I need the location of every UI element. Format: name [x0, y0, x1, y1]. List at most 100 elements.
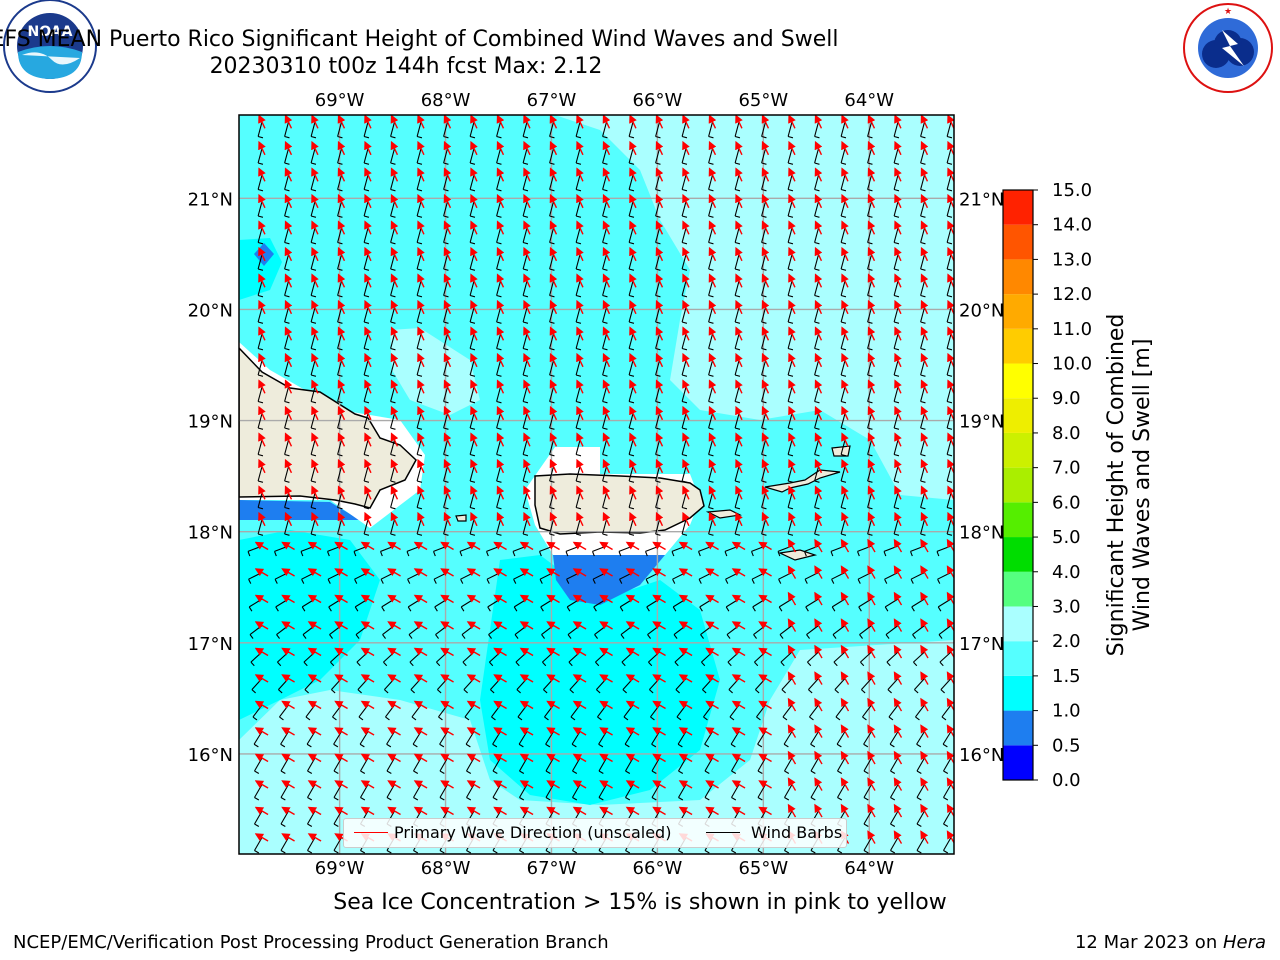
wind-barb-flag-561 — [807, 661, 812, 667]
wave-direction-arrow-463 — [360, 568, 375, 577]
wind-barb-27 — [257, 148, 263, 164]
wind-barb-250 — [443, 360, 449, 376]
wind-barb-186 — [893, 280, 899, 296]
wind-barb-79 — [920, 174, 926, 190]
wave-direction-arrow-368 — [708, 458, 717, 474]
wind-barb-22 — [840, 121, 846, 137]
footer-date: 12 Mar 2023 on Hera — [1075, 932, 1266, 953]
wind-barb-192 — [337, 307, 343, 323]
wind-barb-flag-324 — [257, 453, 264, 457]
wind-barb-401 — [867, 492, 873, 508]
wind-barb-214 — [920, 307, 926, 323]
wind-barb-flag-446 — [618, 551, 622, 557]
wind-barb-flag-346 — [840, 453, 847, 457]
wind-barb-169 — [443, 280, 449, 296]
wind-barb-flag-482 — [857, 578, 861, 584]
wind-barb-78 — [893, 174, 899, 190]
colorbar-tick-label-15: 13.0 — [1052, 249, 1092, 270]
wind-barb-flag-511 — [911, 606, 915, 612]
wave-direction-arrow-377 — [947, 458, 954, 474]
wind-barb-flag-192 — [337, 321, 343, 324]
wind-barb-flag-540 — [250, 661, 255, 667]
wind-barb-flag-35 — [469, 162, 476, 165]
wind-barb-flag-563 — [860, 661, 865, 667]
wind-barb-flag-139 — [363, 268, 370, 271]
wind-barb-4 — [363, 121, 369, 137]
wind-barb-304 — [443, 413, 449, 429]
wind-barb-315 — [734, 413, 740, 429]
wave-direction-arrow-122 — [629, 220, 637, 235]
wave-direction-arrow-425 — [788, 511, 796, 527]
wind-barb-43 — [681, 148, 687, 164]
wave-direction-arrow-435 — [334, 541, 348, 551]
wind-barb-418 — [602, 519, 608, 535]
wave-direction-arrow-587 — [787, 671, 797, 685]
wind-barb-28 — [284, 148, 290, 164]
wind-barb-69 — [655, 174, 661, 190]
wave-direction-arrow-410 — [390, 511, 399, 527]
wind-barb-flag-456 — [883, 551, 887, 557]
wind-barb-flag-275 — [390, 400, 396, 404]
wave-direction-arrow-379 — [284, 485, 293, 500]
wind-barb-flag-82 — [284, 215, 290, 218]
wind-barb-193 — [363, 307, 369, 323]
wind-barb-flag-564 — [886, 661, 891, 667]
wind-barb-flag-124 — [681, 241, 688, 245]
wind-barb-1 — [284, 121, 290, 137]
wave-direction-arrow-72 — [735, 167, 743, 182]
wind-barb-flag-219 — [337, 347, 343, 351]
wind-barb-165 — [337, 280, 343, 296]
wind-barb-flag-548 — [462, 661, 467, 667]
wind-barb-55 — [284, 174, 290, 190]
wind-barb-flag-76 — [840, 188, 847, 192]
wind-barb-flag-364 — [602, 480, 608, 483]
wind-barb-flag-2 — [310, 135, 317, 139]
wave-direction-arrow-418 — [602, 511, 611, 527]
wind-barb-46 — [761, 148, 767, 164]
wave-direction-arrow-508 — [840, 591, 850, 606]
wind-barb-387 — [496, 492, 502, 508]
wind-barb-flag-207 — [734, 321, 741, 324]
wind-barb-91 — [522, 201, 528, 217]
wind-barb-flag-373 — [840, 480, 847, 483]
wind-barb-flag-114 — [416, 241, 423, 245]
wave-direction-arrow-451 — [758, 541, 772, 551]
wave-direction-arrow-411 — [417, 511, 425, 527]
wind-barb-339 — [655, 439, 661, 455]
colorbar-tick-label-0: 0.0 — [1052, 770, 1081, 791]
wind-barb-flag-142 — [443, 268, 449, 271]
wave-direction-arrow-291 — [814, 379, 823, 394]
wind-barb-flag-481 — [831, 578, 835, 584]
wave-direction-arrow-270 — [258, 379, 266, 394]
wind-barb-9 — [496, 121, 502, 137]
wave-direction-arrow-119 — [549, 220, 558, 235]
wind-barb-flag-332 — [469, 453, 476, 457]
wind-barb-171 — [496, 280, 502, 296]
wind-barb-flag-528 — [647, 634, 651, 639]
wave-direction-arrow-207 — [735, 299, 743, 315]
wave-direction-arrow-121 — [602, 220, 611, 235]
wave-direction-arrow-332 — [470, 432, 478, 447]
wave-direction-arrow-442 — [519, 541, 534, 551]
wind-barb-290 — [787, 386, 793, 402]
wind-barb-flag-253 — [522, 374, 529, 377]
wave-direction-arrow-171 — [496, 273, 505, 288]
wind-barb-41 — [628, 148, 634, 164]
lat-tick-right-1: 20°N — [959, 300, 1004, 321]
wave-direction-arrow-584 — [705, 674, 719, 683]
wind-barb-175 — [602, 280, 608, 296]
wind-barb-flag-231 — [655, 347, 661, 351]
wave-direction-arrow-412 — [443, 511, 452, 527]
wind-barb-flag-543 — [330, 661, 335, 667]
wind-barb-flag-80 — [946, 188, 953, 192]
wind-barb-411 — [416, 519, 422, 535]
wind-barb-133 — [920, 227, 926, 243]
wind-barb-39 — [575, 148, 581, 164]
wave-direction-arrow-476 — [705, 568, 719, 577]
wind-barb-flag-579 — [569, 689, 574, 694]
wind-barb-flag-255 — [575, 374, 582, 377]
wave-direction-arrow-419 — [629, 511, 637, 527]
wave-direction-arrow-48 — [814, 140, 823, 156]
wind-barb-flag-362 — [549, 480, 555, 483]
wave-direction-arrow-328 — [364, 432, 372, 447]
